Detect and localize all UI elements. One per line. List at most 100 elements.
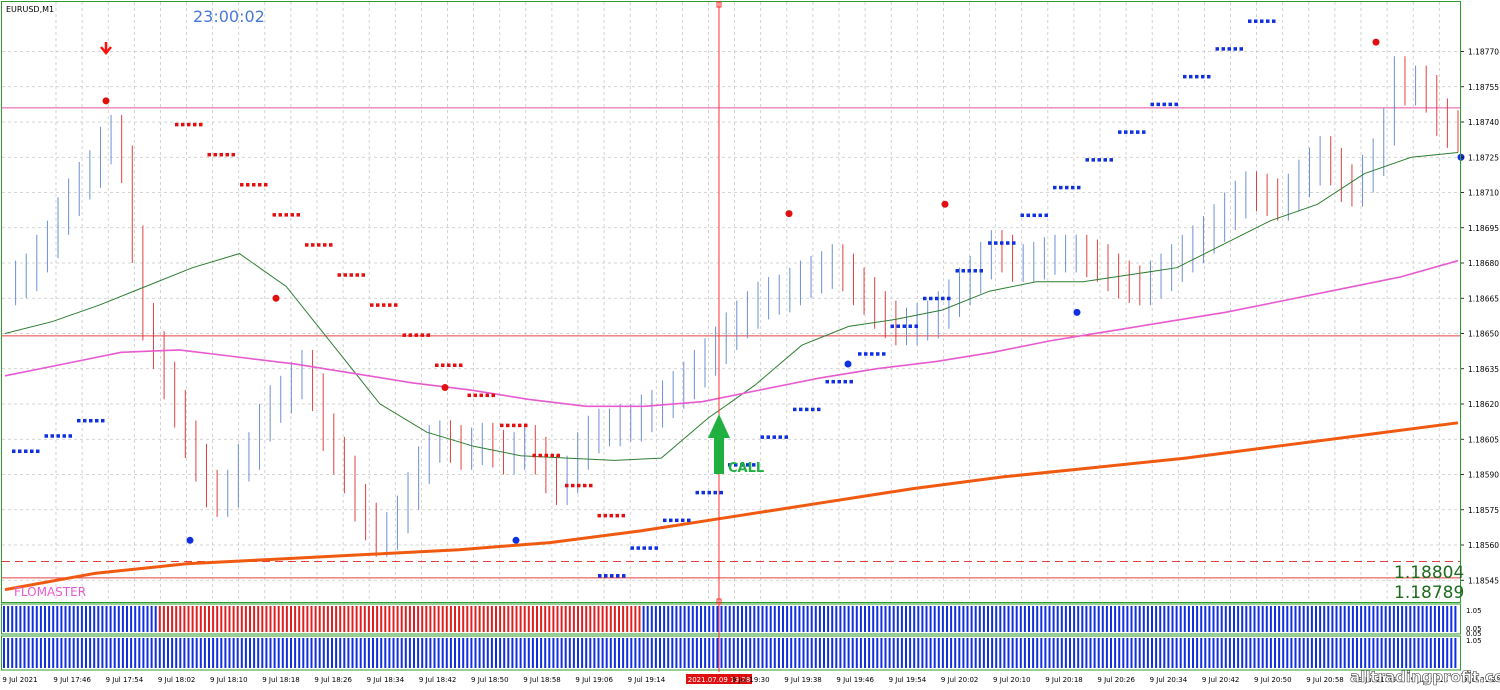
stop-marker	[89, 418, 93, 423]
stop-marker	[296, 213, 300, 217]
signal-dot	[1372, 38, 1380, 46]
x-tick-label: 9 Jul 21:22	[1463, 676, 1500, 684]
stop-marker	[199, 122, 203, 127]
stop-marker	[187, 122, 191, 127]
stop-marker	[219, 152, 223, 157]
stop-marker	[305, 243, 309, 247]
stop-marker	[1195, 74, 1199, 79]
stop-marker	[550, 453, 554, 458]
stop-marker	[760, 435, 764, 439]
stop-marker	[323, 243, 327, 247]
horizontal-levels	[2, 107, 1460, 579]
cursor-time-badge	[686, 674, 752, 684]
x-tick-label: 9 Jul 20:34	[1150, 676, 1188, 684]
stop-marker	[1142, 130, 1146, 134]
signal-dot	[785, 210, 793, 218]
stop-marker	[36, 449, 40, 453]
stop-marker	[1266, 19, 1270, 23]
x-tick-label: 9 Jul 2021	[2, 676, 37, 684]
stop-marker	[843, 379, 847, 384]
stop-marker	[929, 296, 933, 301]
stop-marker	[621, 513, 625, 518]
stop-marker	[669, 518, 673, 523]
stop-marker	[382, 303, 386, 307]
stop-marker	[778, 435, 782, 439]
x-tick-label: 9 Jul 18:02	[158, 676, 196, 684]
stop-marker	[654, 546, 658, 550]
stop-marker	[337, 273, 341, 277]
stop-marker	[1103, 158, 1107, 162]
stop-marker	[95, 418, 99, 423]
price-axis: 1.18770 1.18755 1.18740 1.18725 1.18710 1.186…	[1460, 48, 1499, 585]
stop-marker	[681, 518, 685, 523]
stop-marker	[518, 423, 522, 428]
call-arrow-icon	[708, 414, 730, 474]
stop-marker	[506, 423, 510, 428]
y-tick-label: 1.18605	[1468, 435, 1499, 444]
x-tick-label: 9 Jul 18:34	[367, 676, 405, 684]
x-tick-label: 9 Jul 20:58	[1306, 676, 1344, 684]
subpanel-1-scale-bottom: 0.05	[1466, 625, 1482, 633]
stop-marker	[441, 363, 445, 367]
cursor-marker-bottom	[716, 598, 722, 605]
stop-marker	[988, 241, 992, 245]
stop-marker	[589, 483, 593, 488]
stop-marker	[1020, 213, 1024, 218]
stop-marker	[622, 574, 626, 578]
signal-dots	[102, 38, 1465, 544]
time-axis: 9 Jul 2021 9 Jul 17:46 9 Jul 17:54 9 Jul 18…	[2, 674, 1500, 684]
stop-marker	[615, 513, 619, 518]
stop-marker	[485, 393, 489, 398]
stop-marker	[642, 546, 646, 550]
stop-marker	[349, 273, 353, 277]
stop-marker	[707, 490, 711, 495]
y-tick-label: 1.18635	[1468, 365, 1499, 374]
y-tick-label: 1.18665	[1468, 294, 1499, 303]
subpanel-2-scale-bottom: 0.05	[1466, 630, 1482, 638]
symbol-label: EURUSD,M1	[6, 5, 54, 14]
stop-marker	[1174, 102, 1178, 107]
y-tick-label: 1.18560	[1468, 541, 1499, 550]
stop-marker	[923, 296, 927, 301]
stop-marker	[597, 513, 601, 518]
main-panel-frame	[1, 1, 1461, 603]
stop-marker	[272, 213, 276, 217]
stop-marker	[896, 324, 900, 328]
stop-marker	[240, 183, 244, 187]
stop-marker	[752, 463, 756, 467]
stop-marker	[565, 483, 569, 488]
cursor-marker-top	[716, 1, 722, 8]
sell-arrow-icon	[100, 42, 112, 55]
stop-marker	[225, 152, 229, 157]
stop-marker	[213, 152, 217, 157]
x-tick-label: 9 Jul 19:54	[889, 676, 927, 684]
stop-marker	[882, 352, 886, 356]
stop-marker	[62, 434, 66, 438]
x-tick-label: 9 Jul 21:14	[1411, 676, 1449, 684]
stop-marker	[1032, 213, 1036, 218]
stop-marker	[473, 393, 477, 398]
stop-marker	[941, 296, 945, 301]
ma-line	[4, 259, 1459, 408]
stop-markers	[12, 19, 1276, 578]
stop-marker	[1012, 241, 1016, 245]
stop-marker	[609, 513, 613, 518]
stop-marker	[902, 324, 906, 328]
stop-marker	[1000, 241, 1004, 245]
stop-marker	[459, 363, 463, 367]
stop-marker	[1130, 130, 1134, 134]
stop-marker	[825, 379, 829, 384]
signal-dot	[441, 384, 449, 392]
stop-marker	[817, 407, 821, 412]
stop-marker	[252, 183, 256, 187]
stop-marker	[175, 122, 179, 127]
x-tick-label: 9 Jul 18:58	[523, 676, 561, 684]
stop-marker	[1118, 130, 1122, 134]
stop-marker	[870, 352, 874, 356]
stop-marker	[284, 213, 288, 217]
stop-marker	[1201, 74, 1205, 79]
clock-label: 23:00:02	[193, 7, 265, 26]
stop-marker	[719, 490, 723, 495]
stop-marker	[1124, 130, 1128, 134]
